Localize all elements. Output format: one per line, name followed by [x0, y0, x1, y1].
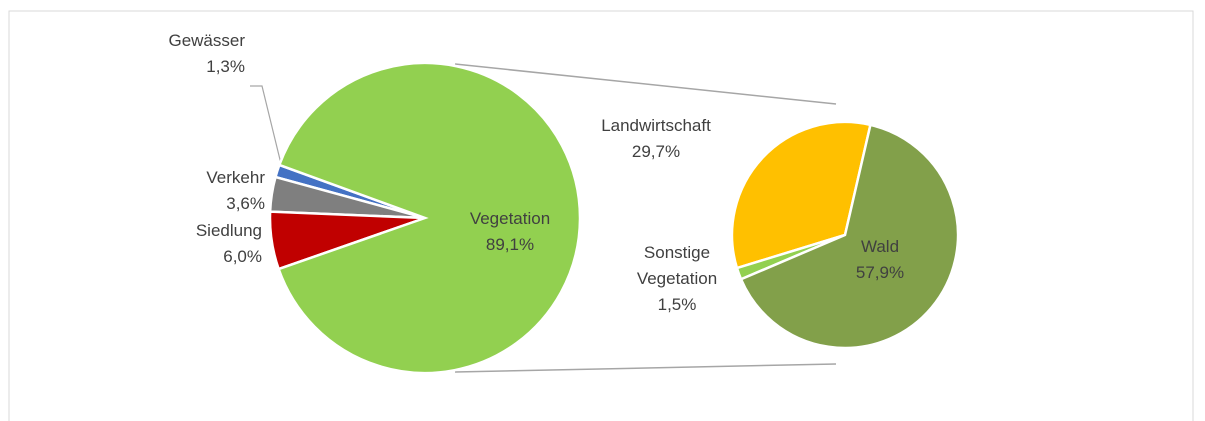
value-label: 89,1%: [486, 235, 534, 254]
value-label: 6,0%: [223, 247, 262, 266]
pie-slice: [739, 123, 960, 350]
value-label: 57,9%: [856, 263, 904, 282]
category-label: Vegetation: [470, 209, 550, 228]
connector-line: [454, 363, 837, 373]
category-label: Sonstige Vegetation: [637, 243, 717, 288]
category-label: Siedlung: [196, 221, 262, 240]
label-line: Vegetation: [637, 269, 717, 288]
value-label: 29,7%: [632, 142, 680, 161]
pie-slice: [277, 61, 582, 375]
category-label: Gewässer: [168, 31, 245, 50]
leader-line: [250, 85, 284, 173]
chart-frame: [8, 10, 1194, 421]
category-label: Wald: [861, 237, 899, 256]
category-label: Landwirtschaft: [601, 116, 711, 135]
value-label: 1,3%: [206, 57, 245, 76]
value-label: 3,6%: [226, 194, 265, 213]
pie-slice: [730, 120, 872, 270]
value-label: 1,5%: [658, 295, 697, 314]
label-line: Sonstige: [644, 243, 710, 262]
category-label: Verkehr: [206, 168, 265, 187]
connector-line: [454, 63, 837, 105]
